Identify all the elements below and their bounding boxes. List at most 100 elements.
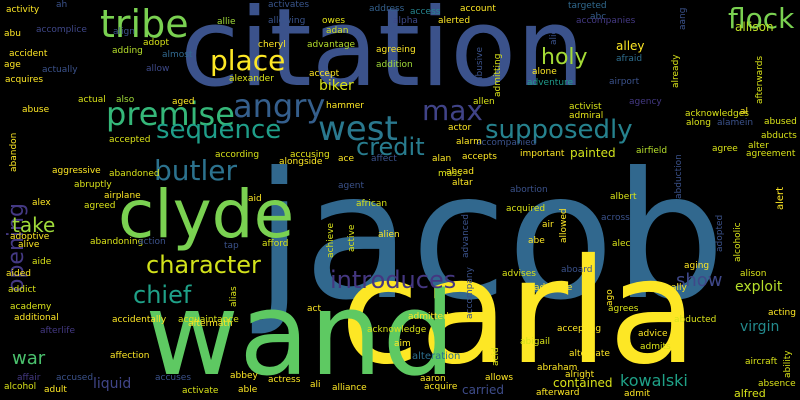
cloud-word: admit [624,389,651,399]
cloud-word: alliance [332,383,367,393]
cloud-word: allow [146,64,170,74]
cloud-word: abduction [674,153,684,199]
cloud-word: liquid [93,376,132,392]
cloud-word: west [318,109,398,149]
cloud-word: abandon [9,132,19,172]
cloud-word: tribe [100,2,189,46]
cloud-word: ago [605,289,615,307]
cloud-word: accusing [290,150,330,160]
cloud-word: alison [740,269,767,279]
cloud-word: ability [783,350,793,378]
cloud-word: already [671,54,681,88]
cloud-word: alias [229,286,239,307]
cloud-word: jacob [255,136,726,339]
cloud-word: accidentally [112,315,167,325]
cloud-word: acquires [5,75,44,85]
cloud-word: alex [32,198,51,208]
cloud-word: alter [748,141,769,151]
cloud-word: acquired [506,204,546,214]
cloud-word: abc [590,12,607,22]
cloud-word: account [460,4,496,14]
cloud-word: abruptly [74,180,112,190]
cloud-word: adopt [143,38,169,48]
cloud-word: afterwards [755,55,765,104]
cloud-word: abuse [22,105,50,115]
cloud-word: allows [485,373,514,383]
cloud-word: exploit [735,279,783,295]
cloud-word: admitted [408,312,449,322]
cloud-word: allowed [559,208,569,243]
cloud-word: also [116,95,135,105]
cloud-word: actor [448,123,472,133]
cloud-word: advises [502,269,536,279]
cloud-word: place [210,44,286,77]
cloud-word: owes [322,16,346,26]
cloud-word: take [12,213,56,237]
cloud-word: alfred [734,387,766,400]
cloud-word: premise [106,95,235,133]
cloud-word: alice [549,23,559,45]
cloud-word: afford [262,239,289,249]
cloud-word: abandoned [109,169,160,179]
cloud-word: tap [224,241,239,251]
cloud-word: clyde [118,176,295,253]
cloud-word: afterward [536,388,580,398]
cloud-word: aircraft [745,357,778,367]
cloud-word: accepted [109,135,151,145]
cloud-word: academy [10,302,52,312]
cloud-word: aftermath [188,319,233,329]
cloud-word: advice [638,329,668,339]
cloud-word: contained [553,376,613,390]
cloud-word: ahead [446,167,474,177]
cloud-word: addict [8,285,36,295]
cloud-word: activate [182,386,219,396]
cloud-word: abducted [674,315,717,325]
cloud-word: alpha [393,16,418,26]
cloud-word: acknowledge [367,325,427,335]
cloud-word: actual [78,95,106,105]
cloud-word: aide [32,257,52,267]
cloud-word: supposedly [485,115,633,145]
cloud-word: hammer [326,101,364,111]
cloud-word: aided [6,269,31,279]
cloud-word: alright [565,370,595,380]
cloud-word: wand [145,268,456,400]
cloud-word: alexander [229,74,274,84]
cloud-word: abbey [230,371,258,381]
cloud-word: accompany [465,266,475,319]
cloud-word: address [369,4,405,14]
cloud-word: advantage [307,40,356,50]
cloud-word: abusive [475,46,485,82]
cloud-word: allie [217,17,236,27]
cloud-word: activist [569,102,602,112]
cloud-word: absence [758,379,796,389]
cloud-word: along [686,118,711,128]
cloud-word: accident [9,49,48,59]
cloud-word: accomplice [36,25,87,35]
cloud-word: alive [18,240,40,250]
cloud-word: angry [233,87,326,125]
cloud-word: alteration [412,351,461,362]
cloud-word: african [356,199,388,209]
cloud-word: alert [775,186,786,210]
cloud-word: agree [712,144,738,154]
cloud-word: alamein [717,118,754,128]
cloud-word: abducts [761,131,797,141]
cloud-word: activity [6,5,40,15]
cloud-word: ali [310,380,321,390]
cloud-word: alerted [438,16,471,26]
cloud-word: alone [532,67,557,77]
cloud-word: butler [154,154,238,187]
cloud-word: accompanies [576,16,636,26]
cloud-word: admiral [569,111,604,121]
cloud-word: agent [338,181,364,191]
cloud-word: accepts [462,152,497,162]
cloud-word: aid [248,194,262,204]
cloud-word: aaron [420,374,446,384]
cloud-word: alongside [279,157,323,167]
cloud-word: additional [14,313,59,323]
cloud-word: aged [172,97,195,107]
cloud-word: abu [4,29,21,39]
cloud-word: abortion [510,185,548,195]
